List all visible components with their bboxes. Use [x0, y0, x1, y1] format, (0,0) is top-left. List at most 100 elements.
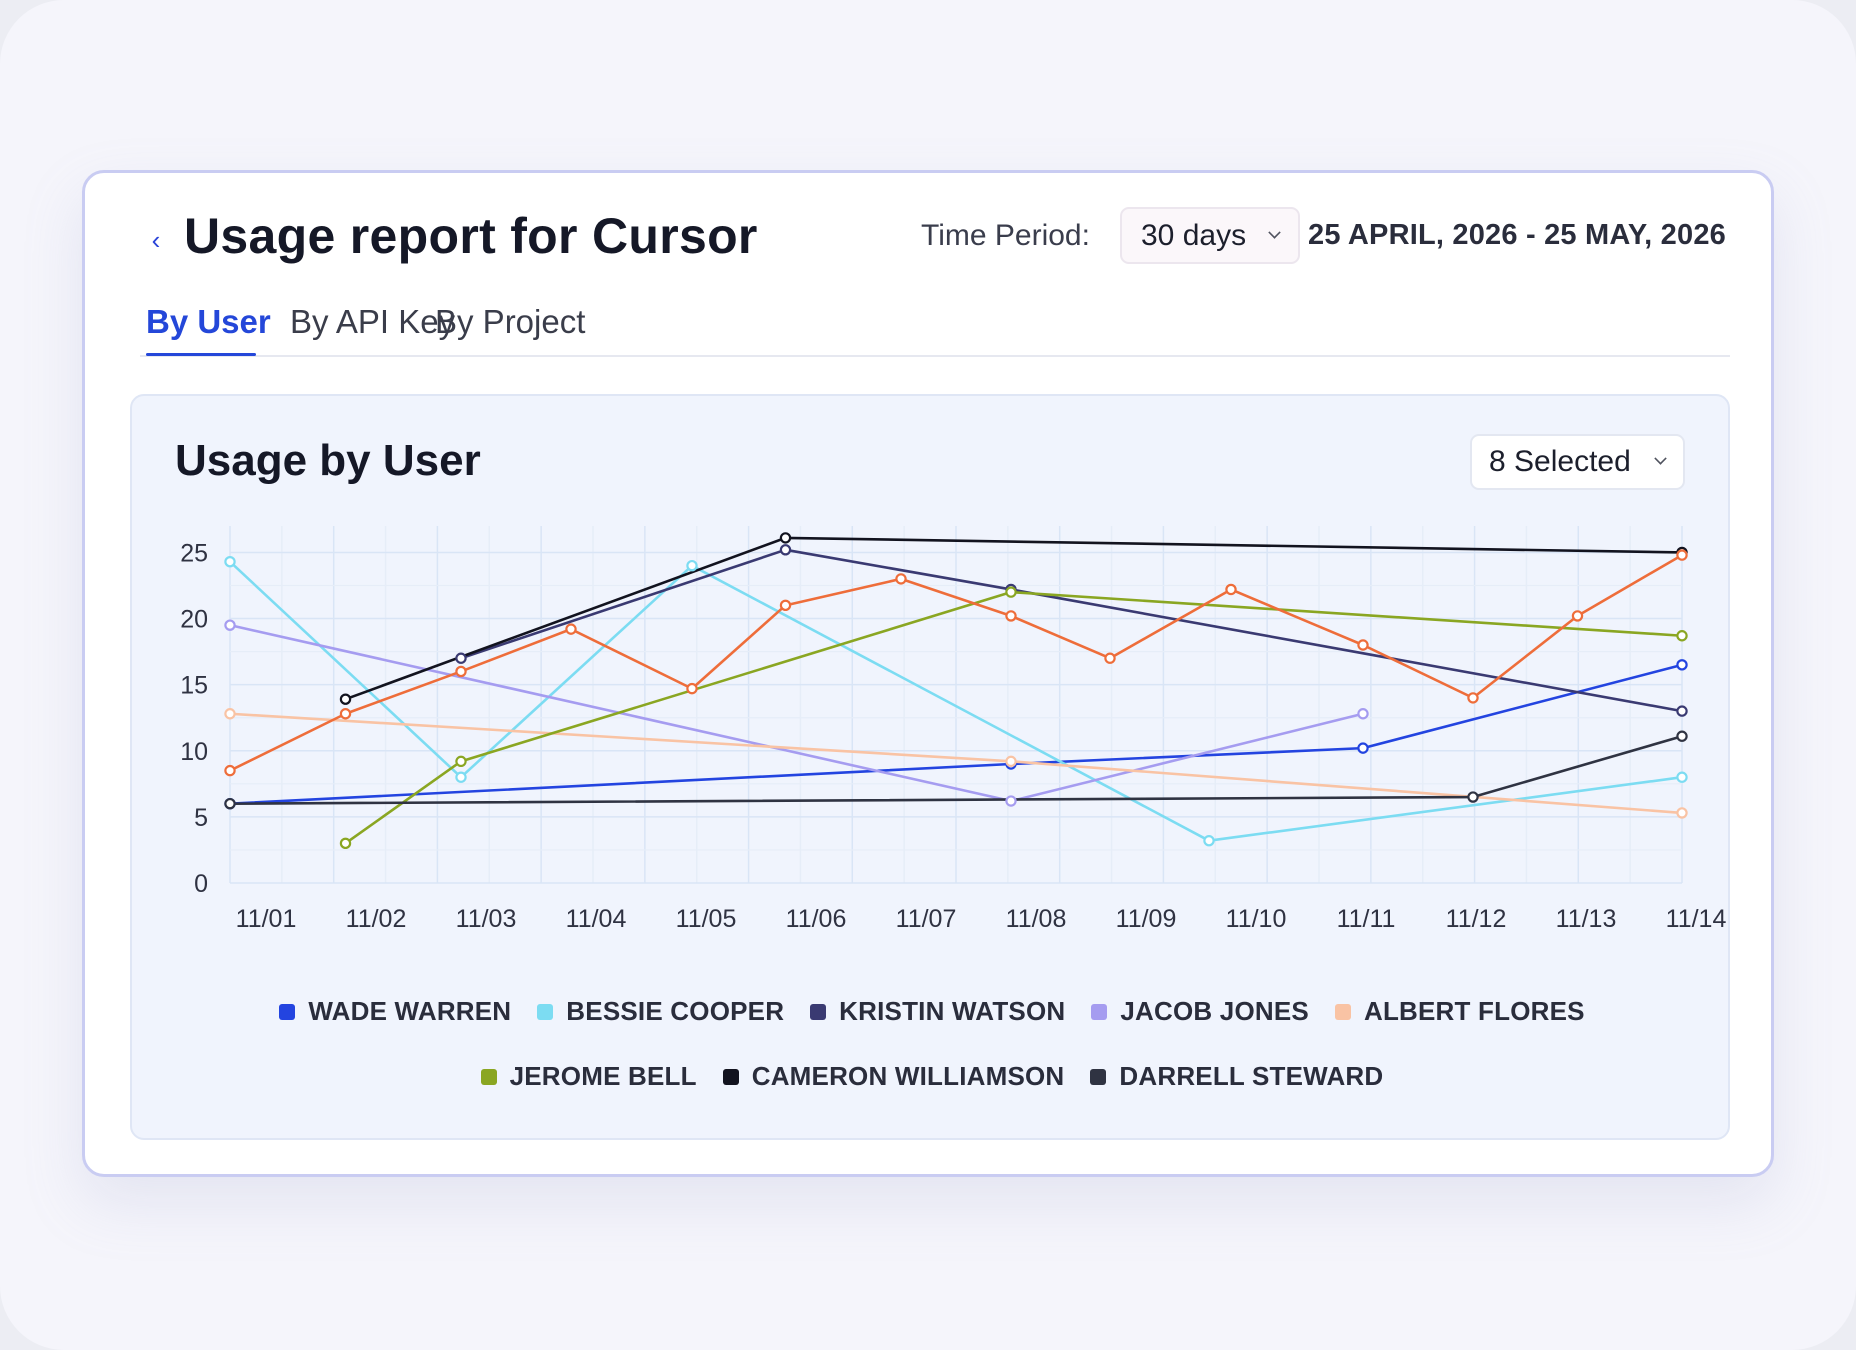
legend-swatch [480, 1068, 497, 1085]
usage-chart-panel: Usage by User 8 Selected 0 5 10 15 20 25 11/01… [130, 394, 1730, 1140]
data-point [1676, 549, 1688, 561]
legend-label: BESSIE COOPER [566, 996, 785, 1026]
data-point [455, 771, 467, 783]
data-point [779, 532, 792, 544]
tab-by-user[interactable]: By User [146, 303, 271, 340]
time-period-dropdown[interactable]: 30 days [1120, 207, 1300, 264]
tab-bar: By User By API Key By Project [140, 303, 1730, 357]
y-tick-label: 20 [180, 606, 208, 634]
series-line-unnamed [229, 553, 1683, 772]
x-tick-label: 11/04 [566, 905, 627, 933]
x-tick-label: 11/08 [1006, 905, 1067, 933]
x-tick-label: 11/02 [346, 905, 407, 933]
y-tick-label: 25 [180, 539, 208, 567]
x-tick-label: 11/09 [1116, 905, 1177, 933]
data-point [339, 708, 352, 720]
data-point [339, 693, 352, 705]
y-tick-label: 0 [194, 870, 208, 898]
data-point [565, 623, 577, 635]
time-period-label: Time Period: [921, 219, 1090, 252]
series-line-kristin-watson [460, 548, 1683, 713]
data-point [1225, 583, 1237, 596]
y-tick-label: 15 [180, 672, 208, 700]
legend-label: JACOB JONES [1120, 996, 1309, 1026]
legend-label: CAMERON WILLIAMSON [751, 1061, 1065, 1091]
chevron-down-icon [1268, 226, 1281, 239]
active-tab-indicator [146, 353, 256, 356]
x-tick-label: 11/01 [236, 905, 297, 933]
legend-item[interactable]: JACOB JONES [1091, 996, 1309, 1027]
data-point [895, 573, 907, 585]
legend-swatch [722, 1068, 739, 1085]
data-point [686, 682, 698, 695]
data-point [1676, 630, 1688, 642]
legend-item[interactable]: WADE WARREN [279, 996, 511, 1027]
data-point [455, 665, 467, 678]
usage-report-card: ‹ Usage report for Cursor Time Period: 3… [82, 170, 1774, 1177]
legend-swatch [279, 1003, 296, 1020]
time-period-value: 30 days [1141, 218, 1247, 252]
legend-label: KRISTIN WATSON [839, 996, 1066, 1026]
legend-swatch [537, 1003, 554, 1020]
data-point [455, 755, 467, 768]
x-tick-label: 11/13 [1556, 905, 1617, 933]
legend-item[interactable]: KRISTIN WATSON [810, 996, 1065, 1027]
data-point [339, 837, 352, 850]
date-range-label: 25 APRIL, 2026 - 25 MAY, 2026 [1308, 219, 1726, 251]
legend-item[interactable]: JEROME BELL [480, 1061, 697, 1092]
legend-item[interactable]: CAMERON WILLIAMSON [722, 1061, 1065, 1092]
data-point [1676, 659, 1688, 671]
x-tick-label: 11/10 [1226, 905, 1287, 933]
legend-item[interactable]: BESSIE COOPER [537, 996, 784, 1027]
usage-line-chart: 0 5 10 15 20 25 11/01 11/02 11/03 11/04 11/05 11/06… [180, 526, 1727, 933]
chevron-left-icon[interactable]: ‹ [151, 225, 161, 255]
data-point [1005, 795, 1017, 807]
data-point [1005, 610, 1017, 622]
data-point [686, 559, 698, 572]
data-point [1467, 692, 1479, 704]
user-selector-dropdown[interactable]: 8 Selected [1470, 434, 1685, 490]
legend-label: DARRELL STEWARD [1119, 1061, 1384, 1091]
data-point [224, 797, 236, 810]
x-tick-label: 11/05 [676, 905, 737, 933]
legend-label: WADE WARREN [308, 996, 512, 1026]
tab-by-project[interactable]: By Project [435, 303, 586, 340]
legend-item[interactable]: DARRELL STEWARD [1090, 1061, 1383, 1092]
data-point [779, 544, 792, 556]
chart-legend: WADE WARREN BESSIE COOPER KRISTIN WATSON JA… [132, 996, 1732, 1092]
data-point [224, 619, 236, 631]
user-selector-value: 8 Selected [1489, 445, 1631, 478]
data-point [1357, 639, 1369, 651]
x-tick-label: 11/07 [896, 905, 957, 933]
data-point [1676, 771, 1688, 783]
legend-swatch [810, 1003, 827, 1020]
data-point [1005, 755, 1017, 768]
data-point [779, 599, 792, 612]
data-point [224, 555, 236, 568]
tab-by-api-key[interactable]: By API Key [290, 303, 456, 340]
legend-swatch [1090, 1068, 1107, 1085]
chart-title: Usage by User [175, 436, 481, 485]
legend-swatch [1091, 1003, 1108, 1020]
legend-label: ALBERT FLORES [1363, 996, 1585, 1026]
data-point [455, 652, 467, 664]
data-point [1571, 610, 1584, 622]
data-point [1676, 730, 1688, 742]
x-tick-label: 11/06 [786, 905, 847, 933]
data-point [224, 764, 236, 777]
y-tick-label: 5 [194, 804, 208, 832]
legend-label: JEROME BELL [509, 1061, 697, 1091]
data-point [1005, 586, 1017, 598]
x-tick-label: 11/14 [1666, 905, 1727, 933]
x-tick-label: 11/12 [1446, 905, 1507, 933]
legend-item[interactable]: ALBERT FLORES [1334, 996, 1585, 1027]
page-title: Usage report for Cursor [184, 208, 758, 264]
data-point [1357, 742, 1369, 754]
y-tick-label: 10 [180, 738, 208, 766]
data-point [1104, 652, 1116, 664]
legend-swatch [1334, 1003, 1351, 1020]
data-point [1203, 834, 1215, 847]
data-point [224, 708, 236, 720]
data-point [1676, 807, 1688, 819]
